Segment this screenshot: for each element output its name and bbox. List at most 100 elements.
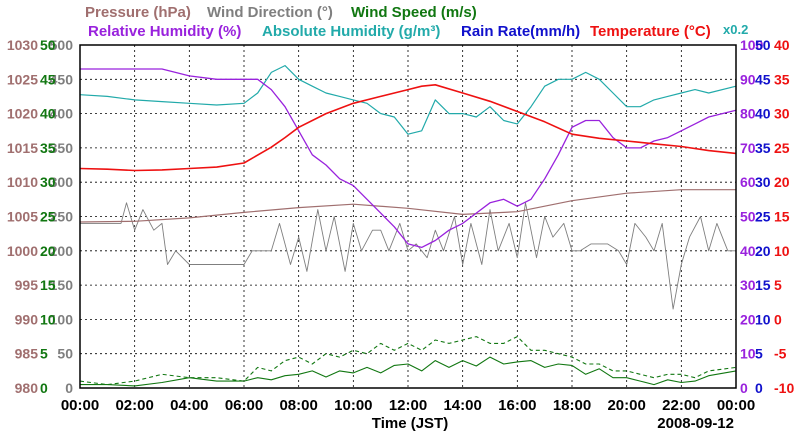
legend-relative-humidity: Relative Humidity (%) [88,23,241,40]
x-tick-label: 06:00 [225,397,263,414]
y-tick-temperature: 15 [774,209,790,225]
x-tick-label: 08:00 [279,397,317,414]
legend-wind-speed: Wind Speed (m/s) [351,4,477,21]
y-tick-relative-humidity: 100 [740,37,764,53]
y-tick-relative-humidity: 20 [740,311,756,327]
y-tick-wind-speed: 10 [40,311,56,327]
series-layer [79,64,737,387]
y-tick-pressure: 995 [15,277,39,293]
x-tick-label: 18:00 [553,397,591,414]
y-tick-wind-speed: 45 [40,71,56,87]
y-tick-pressure: 990 [15,311,39,327]
y-tick-wind-speed: 15 [40,277,56,293]
y-tick-rain-rate: 5 [755,346,763,362]
x-tick-label: 12:00 [389,397,427,414]
y-tick-rain-rate: 30 [755,174,771,190]
y-tick-temperature: 10 [774,243,790,259]
y-tick-wind-direction: 500 [50,37,74,53]
y-tick-pressure: 1010 [7,174,38,190]
x-tick-label: 20:00 [607,397,645,414]
y-tick-relative-humidity: 30 [740,277,756,293]
x-tick-label: 10:00 [334,397,372,414]
x-tick-label: 00:00 [717,397,755,414]
y-tick-rain-rate: 35 [755,140,771,156]
y-tick-temperature: 0 [774,311,782,327]
y-tick-relative-humidity: 60 [740,174,756,190]
y-tick-wind-direction: 300 [50,174,74,190]
y-tick-wind-direction: 50 [57,346,73,362]
y-tick-relative-humidity: 40 [740,243,756,259]
y-tick-pressure: 1005 [7,209,38,225]
series-line-wind-gust [79,336,737,386]
plot-grid [80,45,736,388]
y-tick-relative-humidity: 90 [740,71,756,87]
y-tick-wind-direction: 450 [50,71,74,87]
x-tick-label: 04:00 [170,397,208,414]
y-tick-temperature: 30 [774,106,790,122]
x-tick-label: 00:00 [61,397,99,414]
legend-absolute-humidity: Absolute Humidity (g/m³) [262,23,440,40]
y-tick-rain-rate: 20 [755,243,771,259]
y-tick-wind-speed: 25 [40,209,56,225]
y-tick-wind-direction: 0 [65,380,73,396]
y-tick-rain-rate: 40 [755,106,771,122]
legend-ah-scale-note: x0.2 [723,22,748,37]
y-tick-rain-rate: 50 [755,37,771,53]
x-tick-label: 16:00 [498,397,536,414]
y-tick-pressure: 1030 [7,37,38,53]
y-tick-relative-humidity: 50 [740,209,756,225]
y-tick-wind-speed: 0 [40,380,48,396]
y-tick-relative-humidity: 80 [740,106,756,122]
y-tick-rain-rate: 25 [755,209,771,225]
plot-frame [79,44,737,389]
legend-wind-direction: Wind Direction (°) [207,4,333,21]
y-tick-wind-speed: 5 [40,346,48,362]
y-tick-wind-speed: 20 [40,243,56,259]
y-tick-relative-humidity: 10 [740,346,756,362]
axis-labels: 1030102510201015101010051000995990985980… [7,37,795,414]
series-line-pressure [79,189,736,223]
y-tick-temperature: 5 [774,277,782,293]
series-line-wind-speed [80,356,737,387]
y-tick-wind-direction: 400 [50,106,74,122]
y-tick-rain-rate: 15 [755,277,771,293]
series-line-wind-direction [80,202,736,310]
y-tick-pressure: 1025 [7,71,38,87]
x-tick-label: 02:00 [115,397,153,414]
y-tick-rain-rate: 0 [755,380,763,396]
legend-temperature: Temperature (°C) [590,23,711,40]
y-tick-relative-humidity: 70 [740,140,756,156]
y-tick-wind-direction: 250 [50,209,74,225]
x-tick-label: 22:00 [662,397,700,414]
y-tick-pressure: 985 [15,346,39,362]
y-tick-wind-direction: 200 [50,243,74,259]
series-line-absolute-humidity [79,64,737,135]
y-tick-temperature: -10 [774,380,794,396]
y-tick-wind-direction: 100 [50,311,74,327]
y-tick-wind-speed: 40 [40,106,56,122]
y-tick-wind-direction: 150 [50,277,74,293]
y-tick-pressure: 1000 [7,243,38,259]
y-tick-wind-speed: 50 [40,37,56,53]
y-tick-temperature: 35 [774,71,790,87]
y-tick-pressure: 1020 [7,106,38,122]
y-tick-rain-rate: 45 [755,71,771,87]
y-tick-wind-speed: 35 [40,140,56,156]
date-label: 2008-09-12 [657,415,734,432]
x-tick-label: 14:00 [443,397,481,414]
y-tick-temperature: 20 [774,174,790,190]
y-tick-temperature: 25 [774,140,790,156]
y-tick-temperature: -5 [774,346,787,362]
y-tick-rain-rate: 10 [755,311,771,327]
y-tick-pressure: 980 [15,380,39,396]
legend-pressure: Pressure (hPa) [85,4,191,21]
legend-rain-rate: Rain Rate(mm/h) [461,23,580,40]
x-axis-label: Time (JST) [372,415,448,432]
y-tick-wind-speed: 30 [40,174,56,190]
series-line-temperature [79,84,737,172]
y-tick-pressure: 1015 [7,140,38,156]
series-line-relative-humidity [80,68,737,249]
y-tick-relative-humidity: 0 [740,380,748,396]
y-tick-wind-direction: 350 [50,140,74,156]
